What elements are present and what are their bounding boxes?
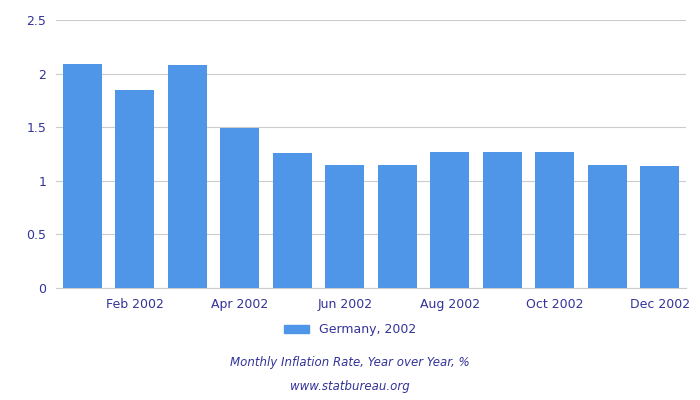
Bar	[640, 166, 680, 288]
Bar	[430, 152, 470, 288]
Bar	[272, 153, 312, 288]
Bar	[325, 165, 365, 288]
Bar	[115, 90, 155, 288]
Text: www.statbureau.org: www.statbureau.org	[290, 380, 410, 393]
Bar	[587, 165, 627, 288]
Bar	[377, 165, 417, 288]
Legend: Germany, 2002: Germany, 2002	[279, 318, 421, 341]
Bar	[535, 152, 575, 288]
Bar	[62, 64, 102, 288]
Bar	[482, 152, 522, 288]
Text: Monthly Inflation Rate, Year over Year, %: Monthly Inflation Rate, Year over Year, …	[230, 356, 470, 369]
Bar	[167, 65, 207, 288]
Bar	[220, 128, 260, 288]
